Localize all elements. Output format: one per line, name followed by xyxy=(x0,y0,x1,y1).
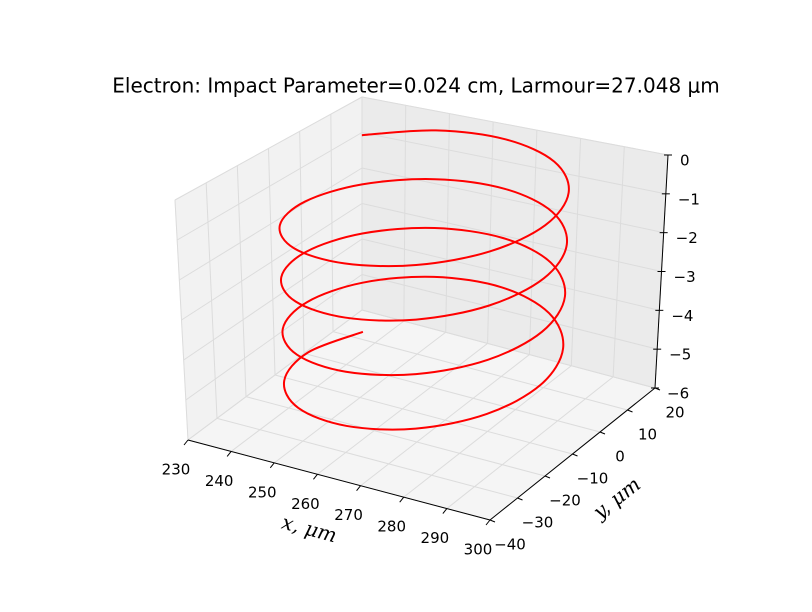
x-tick xyxy=(485,519,491,526)
grid-line xyxy=(361,274,658,350)
x-tick xyxy=(442,508,448,514)
y-tick xyxy=(489,519,496,523)
grid-line xyxy=(361,238,660,311)
grid-line xyxy=(303,352,601,433)
y-tick-label: 20 xyxy=(665,404,684,422)
grid-line xyxy=(181,203,363,321)
axis-line xyxy=(187,439,491,521)
z-tick-label: 0 xyxy=(680,152,690,170)
y-tick xyxy=(599,431,606,435)
grid-line xyxy=(179,167,363,281)
grid-line xyxy=(216,417,518,499)
z-tick-label: −3 xyxy=(674,268,696,286)
x-tick-label: 280 xyxy=(377,518,406,536)
chart-title: Electron: Impact Parameter=0.024 cm, Lar… xyxy=(112,74,719,98)
grid-line xyxy=(176,132,363,241)
z-tick-label: −2 xyxy=(676,229,698,247)
y-tick-label: −20 xyxy=(549,492,581,510)
x-tick-label: 240 xyxy=(205,472,234,490)
z-tick-label: −4 xyxy=(671,307,693,325)
y-tick xyxy=(544,475,551,479)
grid-line xyxy=(361,96,669,156)
x-tick-label: 260 xyxy=(291,495,320,513)
helix-line xyxy=(278,129,570,431)
y-tick-label: −30 xyxy=(522,514,554,532)
grid-line xyxy=(361,132,666,195)
y-tick-label: −10 xyxy=(577,470,609,488)
x-tick xyxy=(313,473,318,480)
y-tick-label: 0 xyxy=(615,448,625,466)
x-tick-label: 290 xyxy=(421,529,450,547)
grid-line xyxy=(245,396,546,477)
y-tick xyxy=(572,453,578,457)
z-tick-label: −1 xyxy=(678,190,700,208)
z-tick-label: −6 xyxy=(667,385,689,403)
x-tick xyxy=(399,496,405,503)
grid-line xyxy=(187,309,363,441)
grid-line xyxy=(274,374,573,455)
grid-line xyxy=(361,203,662,272)
grid-line xyxy=(361,309,656,389)
grid-line xyxy=(183,238,363,361)
y-tick xyxy=(627,409,633,413)
plot xyxy=(278,129,570,431)
x-tick-label: 270 xyxy=(334,506,363,524)
grid-line xyxy=(332,331,628,411)
y-tick xyxy=(517,497,523,501)
z-tick-label: −5 xyxy=(669,346,691,364)
x-tick-label: 230 xyxy=(162,461,191,479)
x-tick xyxy=(226,451,232,457)
x-tick xyxy=(269,462,275,469)
y-tick-label: −40 xyxy=(494,536,526,554)
y-tick-label: 10 xyxy=(638,426,657,444)
grid xyxy=(174,96,669,521)
x-tick xyxy=(356,485,361,492)
x-tick-label: 300 xyxy=(464,541,493,559)
x-tick-label: 250 xyxy=(248,483,277,501)
grid-line xyxy=(185,274,363,401)
x-tick xyxy=(183,439,189,446)
grid-line xyxy=(174,96,363,201)
